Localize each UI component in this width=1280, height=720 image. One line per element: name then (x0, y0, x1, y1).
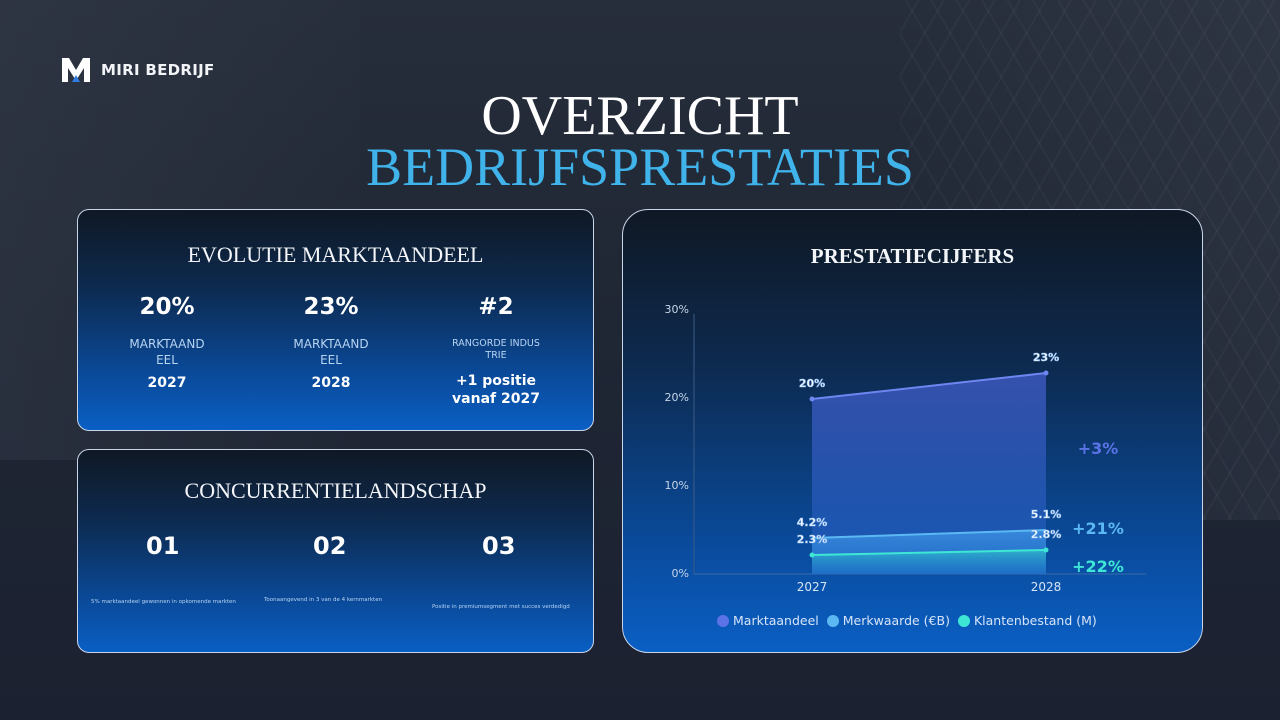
y-tick-label: 30% (665, 303, 689, 316)
brand-name: MIRI BEDRIJF (101, 61, 215, 79)
market-share-card: EVOLUTIE MARKTAANDEEL 20% MARKTAAND EEL … (77, 209, 594, 431)
stat-label: EEL (320, 353, 342, 367)
x-tick-label: 2028 (1031, 580, 1062, 594)
series-line-marktaandeel (811, 372, 1047, 400)
competition-card: CONCURRENTIELANDSCHAP 01 5% marktaandeel… (77, 449, 594, 653)
stat-label: MARKTAAND (129, 337, 205, 351)
chart-legend: Marktaandeel Merkwaarde (€B) Klantenbest… (717, 613, 1097, 628)
legend-dot-icon (826, 614, 839, 627)
logo-m-icon (62, 58, 90, 82)
data-label: 20% (799, 377, 825, 390)
card-title: CONCURRENTIELANDSCHAP (184, 478, 487, 503)
stat-sub: 2027 (147, 375, 187, 391)
legend-item-klantenbestand[interactable]: Klantenbestand (M) (957, 613, 1097, 628)
stat-label: TRIE (485, 350, 507, 361)
stat-sub: vanaf 2027 (452, 391, 540, 407)
page-title-line2: BEDRIJFSPRESTATIES (366, 137, 914, 197)
data-point (1043, 547, 1049, 553)
page-title-line1: OVERZICHT (481, 85, 799, 147)
competition-item-description: 5% marktaandeel gewonnen in opkomende ma… (91, 599, 236, 605)
x-tick-label: 2027 (797, 580, 828, 594)
series-line-klantenbestand (811, 549, 1047, 556)
competition-item-number: 03 (482, 532, 516, 560)
change-label-merkwaarde: +21% (1072, 519, 1124, 538)
y-tick-label: 10% (665, 479, 689, 492)
stat-label: RANGORDE INDUS (452, 338, 540, 349)
competition-item-description: Positie in premiumsegment met succes ver… (432, 604, 570, 610)
stat-market-share-2028: 23% MARKTAAND EEL 2028 (256, 294, 406, 392)
competition-item-number: 02 (313, 532, 347, 560)
stat-label: MARKTAAND (293, 337, 369, 351)
legend-item-marktaandeel[interactable]: Marktaandeel (717, 613, 819, 628)
change-label-marktaandeel: +3% (1078, 439, 1119, 458)
legend-label: Merkwaarde (€B) (842, 613, 950, 628)
stat-value: #2 (478, 294, 514, 320)
series-area-marktaandeel (812, 373, 1046, 574)
y-tick-label: 0% (672, 567, 689, 580)
stat-sub: +1 positie (455, 373, 537, 389)
data-label: 23% (1033, 351, 1059, 364)
legend-label: Klantenbestand (M) (973, 613, 1097, 628)
stat-market-share-2027: 20% MARKTAAND EEL 2027 (92, 294, 242, 392)
stat-sub: 2028 (311, 375, 351, 391)
data-point (809, 552, 815, 558)
series-line-merkwaarde (811, 529, 1047, 539)
data-label: 5.1% (1031, 508, 1062, 521)
stat-label: EEL (156, 353, 178, 367)
brand-logo: MIRI BEDRIJF (61, 57, 215, 83)
series-area-klantenbestand (812, 550, 1046, 574)
data-label: 2.3% (797, 533, 828, 546)
competition-item-description: Toonaangevend in 3 van de 4 kernmarkten (264, 597, 383, 603)
stat-value: 23% (303, 294, 359, 320)
y-tick-label: 20% (665, 391, 689, 404)
legend-dot-icon (957, 614, 970, 627)
legend-item-merkwaarde[interactable]: Merkwaarde (€B) (826, 613, 950, 628)
stat-value: 20% (139, 294, 195, 320)
data-label: 4.2% (797, 516, 828, 529)
change-label-klantenbestand: +22% (1072, 557, 1124, 576)
legend-label: Marktaandeel (733, 613, 819, 628)
card-title: PRESTATIECIJFERS (810, 244, 1015, 268)
card-title: EVOLUTIE MARKTAANDEEL (187, 242, 484, 267)
competition-item-number: 01 (146, 532, 180, 560)
data-point (809, 396, 815, 402)
legend-dot-icon (717, 614, 729, 627)
data-label: 2.8% (1031, 528, 1062, 541)
stat-industry-rank: #2 RANGORDE INDUS TRIE +1 positie vanaf … (421, 294, 571, 408)
data-point (1043, 370, 1049, 376)
